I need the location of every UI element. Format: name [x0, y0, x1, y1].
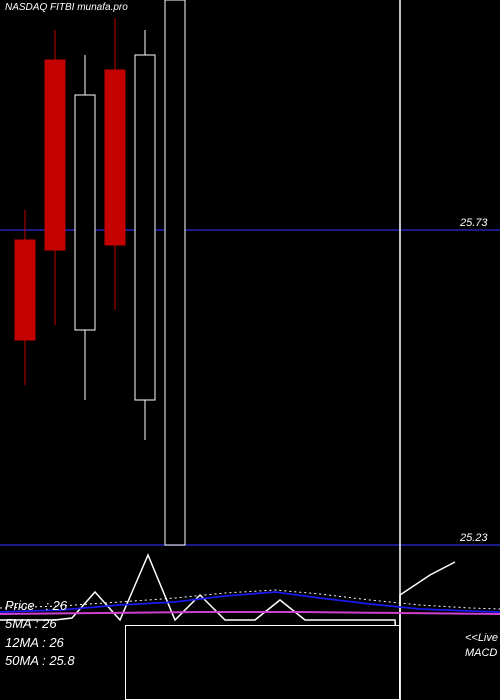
stat-12ma: 12MA : 26: [5, 634, 75, 652]
stats-box: Price : 26 5MA : 26 12MA : 26 50MA : 25.…: [5, 597, 75, 670]
macd-live: <<Live: [465, 631, 498, 645]
svg-text:25.73: 25.73: [459, 217, 488, 229]
chart-container: NASDAQ FITBI munafa.pro 25.73 25.23 Price…: [0, 0, 500, 700]
chart-title: NASDAQ FITBI munafa.pro: [5, 2, 128, 13]
svg-text:25.23: 25.23: [459, 532, 488, 544]
blank-overlay-box: [125, 625, 400, 700]
macd-label: <<Live MACD: [465, 631, 498, 660]
stat-price: Price : 26: [5, 597, 75, 615]
stat-5ma: 5MA : 26: [5, 615, 75, 633]
macd-text: MACD: [465, 646, 498, 660]
chart-svg: 25.73 25.23: [0, 0, 500, 700]
stat-50ma: 50MA : 25.8: [5, 652, 75, 670]
